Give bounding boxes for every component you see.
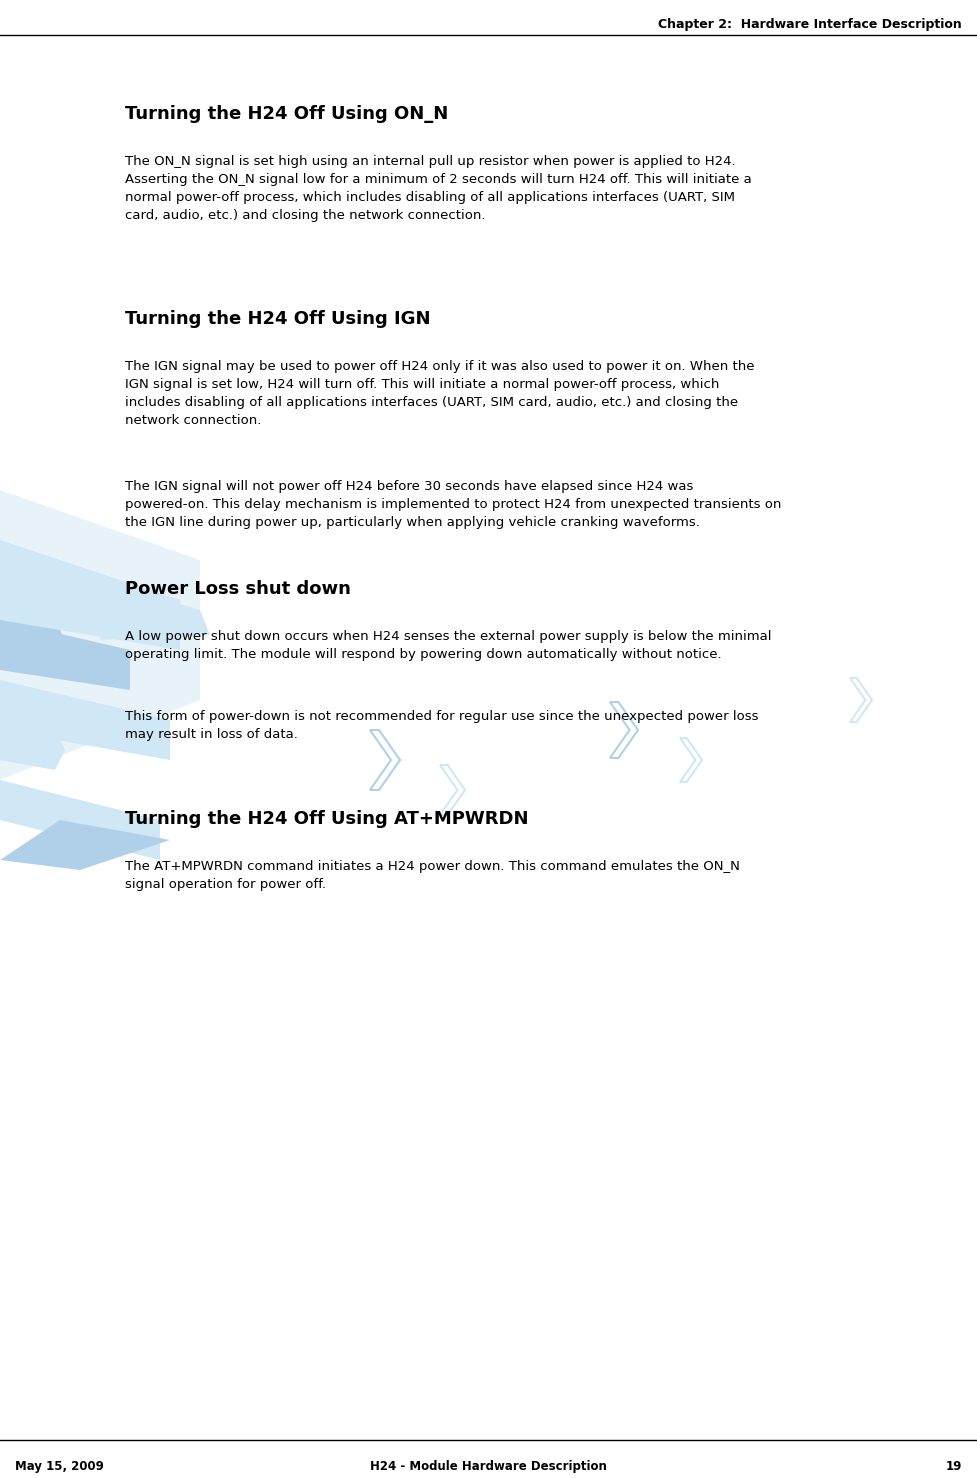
Polygon shape <box>0 539 180 650</box>
Text: The IGN signal will not power off H24 before 30 seconds have elapsed since H24 w: The IGN signal will not power off H24 be… <box>125 480 782 529</box>
Polygon shape <box>0 619 130 690</box>
Polygon shape <box>0 680 170 760</box>
Polygon shape <box>0 820 170 871</box>
Text: H24 - Module Hardware Description: H24 - Module Hardware Description <box>370 1460 607 1474</box>
Text: 19: 19 <box>946 1460 962 1474</box>
Text: The ON_N signal is set high using an internal pull up resistor when power is app: The ON_N signal is set high using an int… <box>125 155 751 222</box>
Text: Turning the H24 Off Using IGN: Turning the H24 Off Using IGN <box>125 310 431 328</box>
Text: Turning the H24 Off Using ON_N: Turning the H24 Off Using ON_N <box>125 105 448 123</box>
Text: The IGN signal may be used to power off H24 only if it was also used to power it: The IGN signal may be used to power off … <box>125 361 754 427</box>
Polygon shape <box>0 619 70 670</box>
Text: Power Loss shut down: Power Loss shut down <box>125 579 351 599</box>
Text: The AT+MPWRDN command initiates a H24 power down. This command emulates the ON_N: The AT+MPWRDN command initiates a H24 po… <box>125 860 740 891</box>
Text: Turning the H24 Off Using AT+MPWRDN: Turning the H24 Off Using AT+MPWRDN <box>125 810 529 828</box>
Text: A low power shut down occurs when H24 senses the external power supply is below : A low power shut down occurs when H24 se… <box>125 630 772 661</box>
Polygon shape <box>0 780 160 860</box>
Text: This form of power-down is not recommended for regular use since the unexpected : This form of power-down is not recommend… <box>125 709 758 740</box>
Polygon shape <box>100 579 210 640</box>
Text: Chapter 2:  Hardware Interface Description: Chapter 2: Hardware Interface Descriptio… <box>658 18 962 31</box>
Polygon shape <box>0 491 200 780</box>
Text: May 15, 2009: May 15, 2009 <box>15 1460 104 1474</box>
Polygon shape <box>0 720 65 770</box>
